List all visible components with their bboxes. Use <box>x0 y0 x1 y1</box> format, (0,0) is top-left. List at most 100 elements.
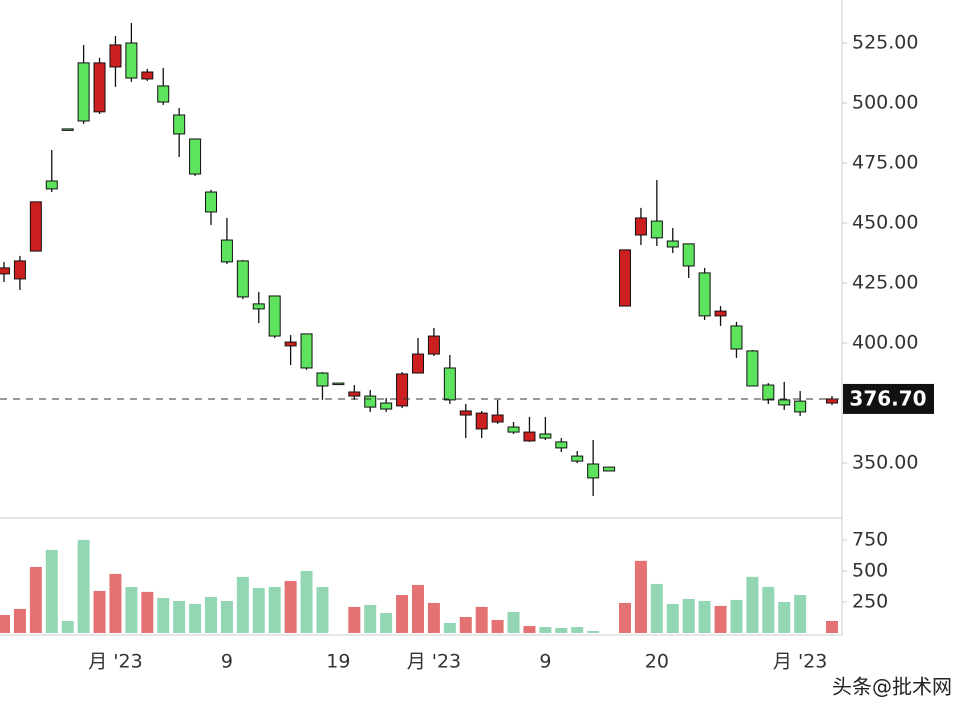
volume-bar <box>364 604 377 633</box>
volume-bar <box>730 599 743 633</box>
volume-bar <box>220 600 233 633</box>
candle-body <box>555 441 568 449</box>
y-tick-label: 750 <box>852 528 888 550</box>
candle-body <box>205 191 217 213</box>
x-tick-label: 19 <box>326 651 350 673</box>
volume-bar <box>0 614 10 633</box>
last-price-label: 376.70 <box>849 386 926 410</box>
x-tick-label: 月 '23 <box>88 651 142 673</box>
candle-body <box>682 243 695 267</box>
candle-body <box>475 412 488 430</box>
volume-bar <box>380 613 393 633</box>
candle-body <box>268 295 281 337</box>
volume-bar <box>523 626 536 633</box>
volume-bar <box>268 586 281 633</box>
candle-body <box>778 399 791 406</box>
volume-bar <box>666 603 679 633</box>
candle-body <box>443 367 456 401</box>
candle-body <box>571 455 584 462</box>
candle-body <box>380 402 393 410</box>
volume-bar <box>77 539 90 633</box>
candle-body <box>13 260 26 280</box>
volume-bar <box>396 595 409 633</box>
volume-bar <box>157 597 170 633</box>
volume-bar <box>571 627 584 633</box>
candle-body <box>427 335 440 355</box>
volume-bar <box>412 584 424 633</box>
volume-bar <box>507 612 520 633</box>
candle-body <box>507 426 520 433</box>
candle-body <box>93 62 106 113</box>
candle-body <box>45 180 58 190</box>
y-tick-label: 500.00 <box>852 91 918 113</box>
volume-bar <box>61 620 74 633</box>
candle-body <box>332 382 345 386</box>
candle-body <box>348 391 361 397</box>
candle-body <box>284 341 297 347</box>
candle-body <box>491 414 504 423</box>
candle-body <box>730 325 743 350</box>
candle-body <box>619 249 631 307</box>
volume-bar <box>746 576 759 633</box>
volume-bar <box>443 622 456 633</box>
volume-bar <box>698 600 711 633</box>
y-tick-label: 475.00 <box>852 151 918 173</box>
volume-bar <box>173 600 186 633</box>
volume-bar <box>491 619 504 633</box>
volume-bar <box>316 586 329 633</box>
y-tick-label: 425.00 <box>852 272 918 294</box>
volume-bar <box>714 605 727 633</box>
y-tick-label: 450.00 <box>852 211 918 233</box>
candle-body <box>698 272 711 317</box>
candle-body <box>539 433 552 439</box>
candle-body <box>762 384 775 401</box>
volume-bar <box>650 583 663 633</box>
volume-bar <box>539 627 552 633</box>
candle-body <box>666 240 679 248</box>
candle-body <box>587 463 600 479</box>
candle-body <box>364 395 377 408</box>
candle-body <box>236 260 249 298</box>
volume-bar <box>427 602 440 633</box>
volume-bar <box>794 595 807 633</box>
candle-body <box>826 398 838 404</box>
volume-bar <box>555 628 568 633</box>
volume-bar <box>459 616 472 633</box>
volume-bar <box>236 576 249 633</box>
volume-bar <box>778 601 791 633</box>
y-tick-label: 500 <box>852 559 888 581</box>
x-tick-label: 9 <box>221 651 233 673</box>
volume-bar <box>826 620 838 633</box>
volume-bar <box>634 560 647 633</box>
candle-body <box>61 128 74 131</box>
candle-body <box>125 42 138 79</box>
volume-bar <box>125 586 138 633</box>
y-tick-label: 400.00 <box>852 332 918 354</box>
candle-body <box>220 239 233 263</box>
volume-bar <box>348 606 361 633</box>
x-tick-label: 20 <box>645 651 669 673</box>
candle-body <box>252 303 265 310</box>
candle-body <box>794 400 807 413</box>
volume-bar <box>109 573 122 633</box>
y-tick-label: 350.00 <box>852 452 918 474</box>
volume-bar <box>682 598 695 633</box>
volume-bar <box>475 606 488 633</box>
candle-body <box>634 217 647 236</box>
x-tick-label: 月 '23 <box>407 651 461 673</box>
volume-bar <box>45 549 58 633</box>
volume-bar <box>205 596 217 633</box>
candle-body <box>523 431 536 442</box>
watermark: 头条@批术网 <box>832 675 952 699</box>
candle-body <box>173 114 186 135</box>
volume-bar <box>587 631 600 633</box>
last-price-box <box>843 383 934 414</box>
candle-body <box>459 410 472 416</box>
candle-body <box>746 350 759 387</box>
candle-body <box>189 138 202 175</box>
candle-body <box>77 62 90 122</box>
candle-body <box>141 71 154 80</box>
y-tick-label: 525.00 <box>852 31 918 53</box>
candle-body <box>316 372 329 387</box>
